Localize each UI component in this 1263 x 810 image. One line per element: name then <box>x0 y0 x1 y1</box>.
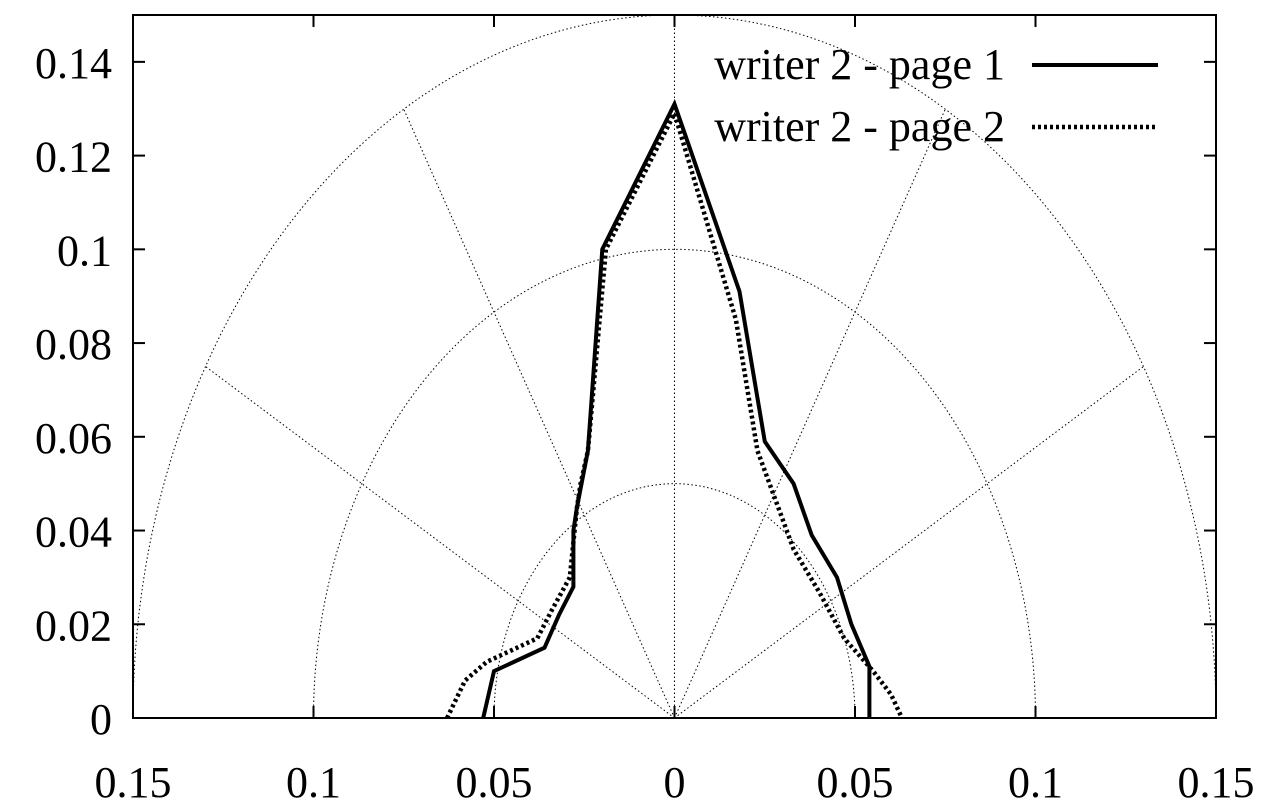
y-tick-label: 0.04 <box>35 508 112 557</box>
x-tick-label: 0.05 <box>456 758 533 807</box>
grid-spoke-2 <box>674 108 946 719</box>
grid-spoke-1 <box>674 366 1144 719</box>
legend: writer 2 - page 1 writer 2 - page 2 <box>714 40 1158 151</box>
x-tick-label: 0 <box>664 758 686 807</box>
legend-label-2: writer 2 - page 2 <box>714 102 1005 151</box>
y-tick-label: 0.08 <box>35 320 112 369</box>
x-tick-label: 0.05 <box>817 758 894 807</box>
series-layer <box>445 98 904 719</box>
grid-arc-1 <box>313 248 1036 719</box>
series-line-2 <box>445 107 904 719</box>
x-tick-label: 0.1 <box>1008 758 1063 807</box>
y-tick-label: 0.12 <box>35 133 112 182</box>
x-tick-label: 0.1 <box>286 758 341 807</box>
y-tick-label: 0.1 <box>57 226 112 275</box>
grid-spoke-4 <box>403 108 675 719</box>
tick-layer: 0.15 0.1 0.05 0 0.05 0.1 0.15 0 0.02 0.04 0.06 0.08… <box>35 15 1255 807</box>
x-tick-label: 0.15 <box>1178 758 1255 807</box>
y-tick-label: 0.06 <box>35 414 112 463</box>
y-tick-label: 0.14 <box>35 39 112 88</box>
y-tick-label: 0.02 <box>35 601 112 650</box>
legend-label-1: writer 2 - page 1 <box>714 40 1005 89</box>
grid-arc-0 <box>493 483 856 719</box>
y-tick-label: 0 <box>90 695 112 744</box>
x-tick-label: 0.15 <box>95 758 172 807</box>
series-line-1 <box>481 98 872 719</box>
grid-spoke-5 <box>205 366 675 719</box>
